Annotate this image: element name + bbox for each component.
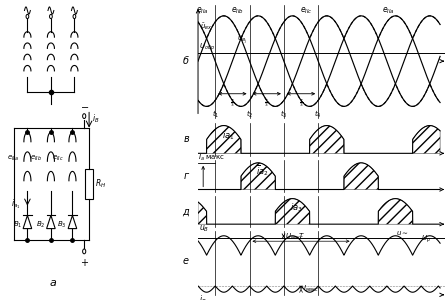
Text: $t_2$: $t_2$	[246, 109, 253, 120]
Bar	[85, 169, 93, 199]
Text: $i_B$: $i_B$	[92, 112, 100, 125]
Text: $U_{макс}$: $U_{макс}$	[285, 232, 304, 242]
Text: $+$: $+$	[80, 256, 89, 268]
Text: $e_{IIb}$: $e_{IIb}$	[30, 154, 42, 163]
Text: $B_1$: $B_1$	[12, 220, 22, 230]
Text: $e_{IIa}$: $e_{IIa}$	[382, 6, 395, 16]
Text: $e_{IIc}$: $e_{IIc}$	[299, 6, 312, 16]
Text: $e_{IIb}$: $e_{IIb}$	[231, 6, 244, 16]
Text: а: а	[49, 278, 57, 288]
Text: $ia_1$: $ia_1$	[222, 129, 235, 142]
Text: г: г	[184, 171, 189, 181]
Text: $U_р$: $U_р$	[421, 233, 431, 245]
Text: $\frac{T}{3}$: $\frac{T}{3}$	[264, 98, 269, 109]
Text: $t_4$: $t_4$	[315, 109, 322, 120]
Text: $B_3$: $B_3$	[57, 220, 67, 230]
Text: $e_{IIa}$: $e_{IIa}$	[196, 6, 209, 16]
Text: в: в	[183, 134, 189, 144]
Text: $e_{IIc}$: $e_{IIc}$	[52, 154, 64, 163]
Text: $t_3$: $t_3$	[280, 109, 287, 120]
Text: $u_{в_j}$: $u_{в_j}$	[237, 34, 248, 46]
Text: $\bar{u}_{вх}$: $\bar{u}_{вх}$	[201, 21, 213, 32]
Text: $U_{обр}$: $U_{обр}$	[199, 41, 215, 53]
Text: $i_{a_1}$: $i_{a_1}$	[11, 198, 20, 212]
Text: $\overline{i}a_2$: $\overline{i}a_2$	[256, 164, 269, 178]
Text: $i_B$: $i_B$	[199, 294, 206, 300]
Text: $\frac{T}{3}$: $\frac{T}{3}$	[230, 98, 235, 109]
Text: е: е	[183, 256, 189, 266]
Text: $I_a$ макс: $I_a$ макс	[198, 153, 225, 163]
Text: $I_{макс}$: $I_{макс}$	[303, 284, 319, 294]
Text: $T$: $T$	[298, 231, 304, 240]
Text: $-$: $-$	[80, 101, 89, 111]
Text: $\frac{T}{3}$: $\frac{T}{3}$	[299, 98, 303, 109]
Text: д: д	[182, 206, 189, 216]
Text: $B_2$: $B_2$	[36, 220, 45, 230]
Text: $R_H$: $R_H$	[95, 178, 106, 190]
Text: $u\sim$: $u\sim$	[396, 230, 409, 237]
Text: $t_1$: $t_1$	[211, 109, 219, 120]
Text: б: б	[183, 56, 189, 66]
Text: $e_{IIa}$: $e_{IIa}$	[7, 154, 19, 163]
Text: $u_B$: $u_B$	[199, 224, 209, 234]
Text: $ia_3$: $ia_3$	[291, 201, 303, 214]
